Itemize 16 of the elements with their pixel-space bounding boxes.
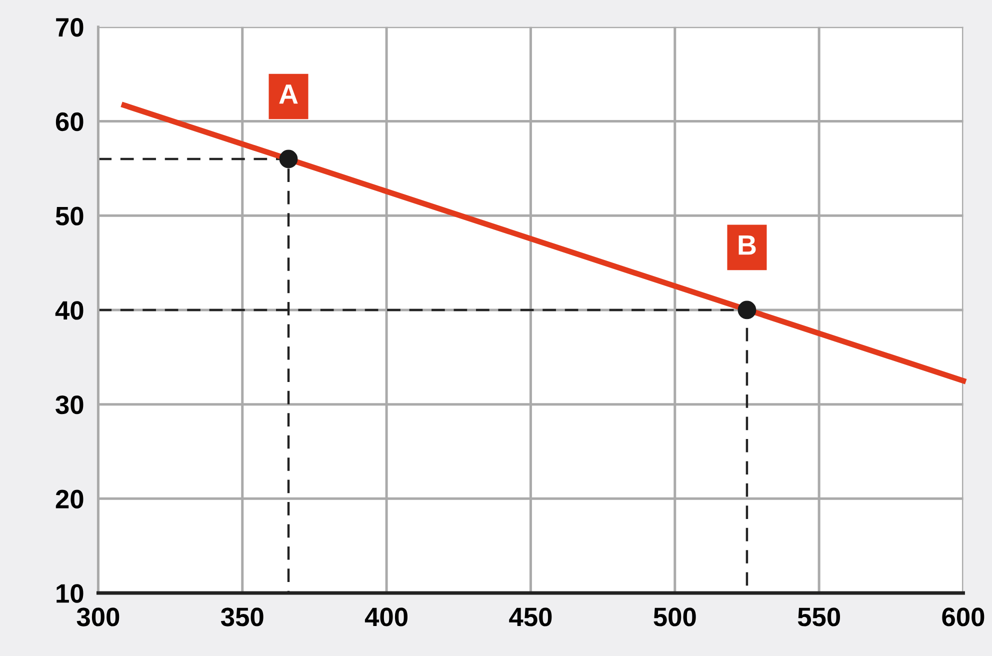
annotation: B <box>738 236 756 255</box>
y-tick-label: 30 <box>56 395 84 414</box>
x-tick-label: 350 <box>220 608 264 626</box>
x-tick-label: 450 <box>509 608 552 626</box>
x-tick-label: 500 <box>654 608 696 626</box>
y-tick-label: 60 <box>56 112 84 132</box>
y-tick-label: 10 <box>56 584 84 603</box>
y-tick-label: 40 <box>55 301 84 320</box>
x-tick-label: 300 <box>76 608 120 626</box>
x-tick-label: 600 <box>942 608 984 626</box>
x-tick-label: 400 <box>364 608 408 626</box>
y-tick-label: 50 <box>56 206 84 226</box>
x-tick-label: 550 <box>798 608 840 626</box>
annotation: A <box>279 84 298 104</box>
y-tick-label: 70 <box>56 18 84 37</box>
y-tick-label: 20 <box>56 490 84 508</box>
